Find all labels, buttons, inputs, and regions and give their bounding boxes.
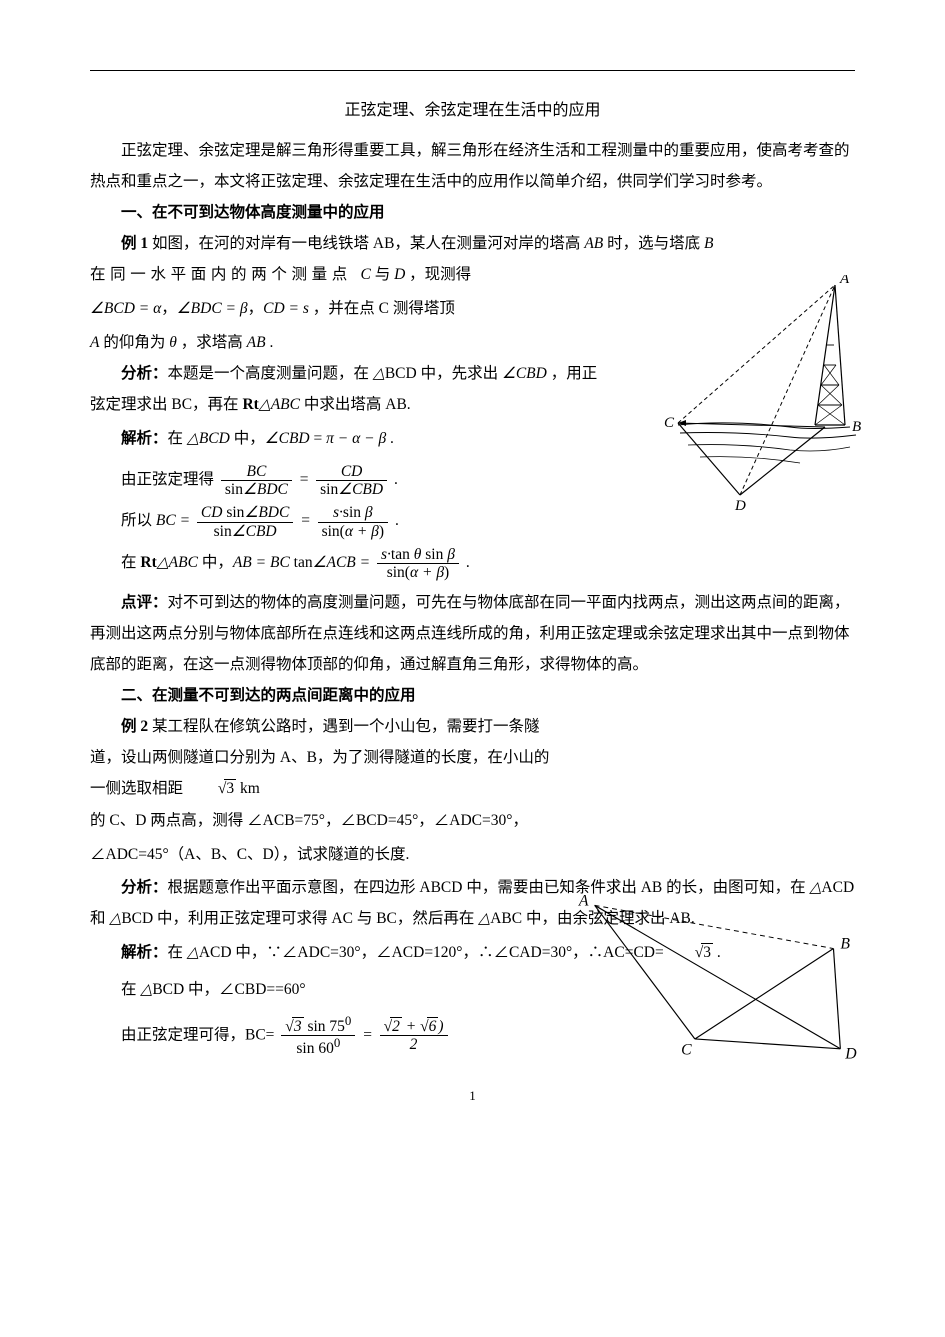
ex2-line-2: 的 C、D 两点高，测得 ∠ACB=75°，∠BCD=45°，∠ADC=30°，… [90, 804, 855, 872]
ex1-p3: ，并在点 C 测得塔顶 [309, 300, 455, 317]
solve-label: 解析： [121, 430, 168, 447]
ex1-p2c: ，现测得 [405, 266, 471, 283]
document-page: A B C D A B C D 正弦定理、余弦定理在生活中的应用 正弦定理、余弦… [0, 0, 945, 1144]
ex1-text-a: 如图，在河的对岸有一电线铁塔 AB，某人在测量河对岸的塔高 [148, 235, 584, 252]
ex1-p4a: 的仰角为 [99, 334, 169, 351]
ex1-p4b: ，求塔高 [177, 334, 247, 351]
ex1-p2a: 在同一水平面内的两个测量点 [90, 266, 360, 283]
ex1-comment: 点评：对不可到达的物体的高度测量问题，可先在与物体底部在同一平面内找两点，测出这… [90, 587, 855, 680]
ex2-text-1: 某工程队在修筑公路时，遇到一个小山包，需要打一条隧道，设山两侧隧道口分别为 A、… [90, 718, 549, 797]
ex2-km: km [236, 780, 260, 797]
svg-text:A: A [578, 892, 589, 909]
ex1-text-b: 时，选与塔底 [603, 235, 704, 252]
comment-label: 点评： [121, 594, 168, 611]
ex1-eq-ab: 在 Rt△ABC 中，AB = BC tan∠ACB = s·tan θ sin… [121, 546, 855, 581]
ex1-comment-text: 对不可到达的物体的高度测量问题，可先在与物体底部在同一平面内找两点，测出这两点间… [90, 594, 850, 673]
svg-text:C: C [664, 415, 675, 431]
example-1-label: 例 1 [121, 235, 148, 252]
document-title: 正弦定理、余弦定理在生活中的应用 [90, 95, 855, 127]
svg-text:C: C [681, 1042, 692, 1059]
page-number: 1 [90, 1088, 855, 1104]
example-1: 例 1 如图，在河的对岸有一电线铁塔 AB，某人在测量河对岸的塔高 AB 时，选… [90, 228, 855, 259]
intro-paragraph: 正弦定理、余弦定理是解三角形得重要工具，解三角形在经济生活和工程测量中的重要应用… [90, 135, 855, 197]
example-2-label: 例 2 [121, 718, 148, 735]
figure-tunnel: A B C D [575, 890, 860, 1070]
analysis-label-2: 分析： [121, 879, 168, 896]
ex1-s2-lead: 由正弦定理得 [121, 471, 214, 488]
ex2-s3-lead: 由正弦定理可得，BC= [121, 1026, 274, 1043]
svg-text:D: D [734, 498, 746, 514]
svg-text:B: B [840, 936, 850, 953]
analysis-label: 分析： [121, 365, 168, 382]
example-2: 例 2 某工程队在修筑公路时，遇到一个小山包，需要打一条隧道，设山两侧隧道口分别… [90, 711, 855, 804]
section-1-title: 一、在不可到达物体高度测量中的应用 [90, 197, 855, 228]
figure-tower: A B C D [640, 275, 870, 515]
svg-text:B: B [852, 419, 861, 435]
ex1-p2b: 与 [371, 266, 394, 283]
page-rule [90, 70, 855, 71]
solve-label-2: 解析： [121, 944, 168, 961]
svg-text:D: D [844, 1046, 857, 1063]
ex1-s3-lead: 所以 [121, 513, 152, 530]
svg-text:A: A [839, 275, 850, 287]
section-2-title: 二、在测量不可到达的两点间距离中的应用 [90, 680, 855, 711]
